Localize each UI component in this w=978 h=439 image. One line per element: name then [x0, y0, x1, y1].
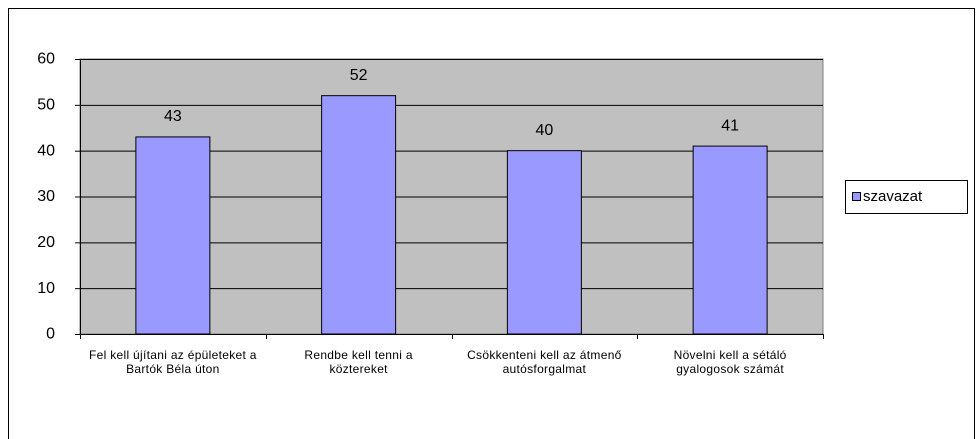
- legend-swatch: [852, 192, 861, 201]
- data-label: 41: [721, 117, 739, 134]
- y-tick-label: 0: [46, 326, 55, 343]
- y-tick-label: 40: [37, 142, 55, 159]
- y-tick-label: 10: [37, 280, 55, 297]
- x-tick-label: Növelni kell a sétáló gyalogosok számát: [673, 348, 787, 376]
- bar: [321, 95, 397, 335]
- y-tick-label: 20: [37, 234, 55, 251]
- x-tick-label: Fel kell újítani az épületeket a Bartók …: [89, 348, 257, 376]
- x-tick-label: Rendbe kell tenni a köztereket: [304, 348, 413, 376]
- bar: [135, 136, 211, 335]
- y-tick-label: 50: [37, 97, 55, 114]
- x-tick-label: Csökkenteni kell az átmenő autósforgalma…: [467, 348, 622, 376]
- data-label: 52: [350, 67, 368, 84]
- y-tick-label: 60: [37, 51, 55, 68]
- y-tick-label: 30: [37, 188, 55, 205]
- data-label: 40: [535, 122, 553, 139]
- data-label: 43: [164, 108, 182, 125]
- bar: [506, 150, 582, 335]
- legend-box: [845, 180, 968, 214]
- bar: [692, 145, 768, 335]
- legend-label: szavazat: [863, 188, 923, 205]
